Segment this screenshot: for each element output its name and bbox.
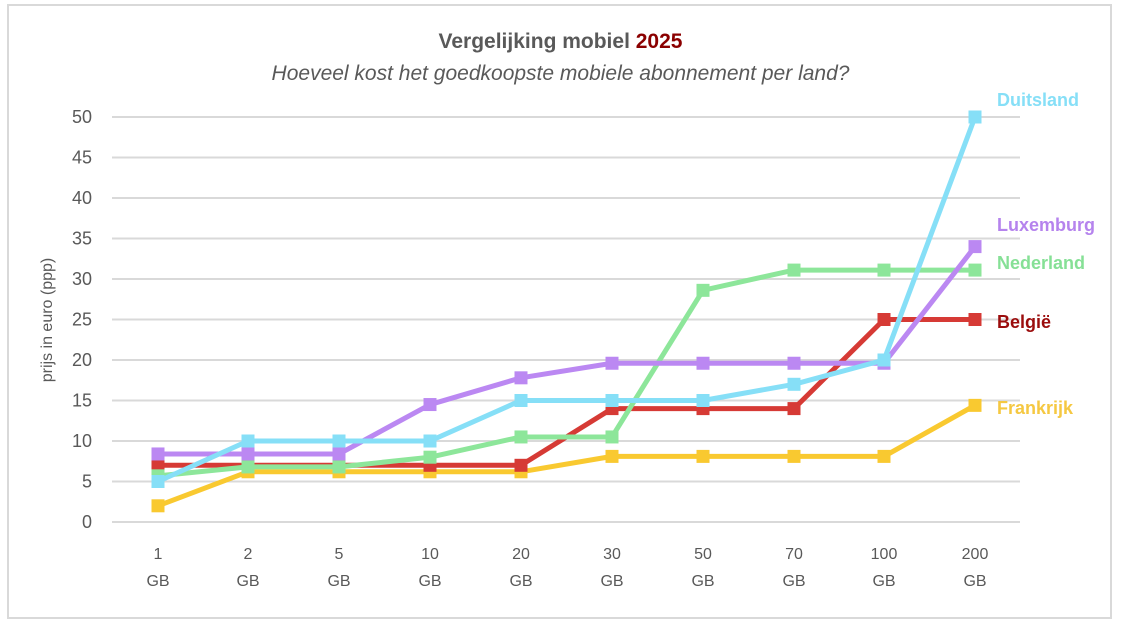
y-tick-label: 45 bbox=[72, 148, 92, 168]
data-point bbox=[877, 263, 891, 277]
data-point bbox=[787, 449, 801, 463]
data-point bbox=[968, 313, 982, 326]
y-tick-label: 40 bbox=[72, 188, 92, 208]
x-tick-label: 20 bbox=[512, 546, 530, 563]
data-point bbox=[696, 356, 710, 370]
data-point bbox=[241, 447, 255, 461]
series-label: België bbox=[997, 312, 1051, 332]
series-group bbox=[151, 110, 982, 513]
x-axis-ticks: 1 GB 2 GB 5 GB 10 GB 20 GB 30 GB 50 GB 70 GB 100 GB 200 GB bbox=[146, 546, 988, 590]
series-label: Nederland bbox=[997, 253, 1085, 273]
y-tick-label: 15 bbox=[72, 391, 92, 411]
x-tick-unit: GB bbox=[509, 573, 532, 590]
data-point bbox=[968, 240, 982, 254]
x-tick-unit: GB bbox=[600, 573, 623, 590]
data-point bbox=[514, 458, 528, 472]
data-point bbox=[877, 449, 891, 463]
x-tick-label: 50 bbox=[694, 546, 712, 563]
series-nederland bbox=[151, 263, 982, 483]
x-tick-unit: GB bbox=[146, 573, 169, 590]
chart-title-text: Vergelijking mobiel bbox=[438, 30, 630, 53]
series-duitsland bbox=[151, 110, 982, 488]
chart-frame bbox=[7, 4, 1112, 619]
data-point bbox=[696, 449, 710, 463]
series-line bbox=[158, 245, 977, 457]
y-tick-label: 20 bbox=[72, 350, 92, 370]
data-point bbox=[605, 356, 619, 370]
x-tick-unit: GB bbox=[963, 573, 986, 590]
x-tick-label: 2 bbox=[244, 546, 253, 563]
x-tick-label: 5 bbox=[335, 546, 344, 563]
data-point bbox=[787, 377, 801, 391]
x-tick-label: 30 bbox=[603, 546, 621, 563]
x-tick-label: 10 bbox=[421, 546, 439, 563]
data-point bbox=[241, 460, 255, 474]
data-point bbox=[151, 475, 165, 488]
data-point bbox=[968, 398, 982, 412]
data-point bbox=[151, 447, 165, 461]
chart-subtitle: Hoeveel kost het goedkoopste mobiele abo… bbox=[271, 62, 850, 85]
y-tick-label: 10 bbox=[72, 431, 92, 451]
data-point bbox=[423, 450, 437, 464]
data-point bbox=[514, 394, 528, 407]
data-point bbox=[877, 313, 891, 326]
y-tick-label: 50 bbox=[72, 107, 92, 127]
x-tick-unit: GB bbox=[236, 573, 259, 590]
x-tick-label: 200 bbox=[962, 546, 989, 563]
series-label: Duitsland bbox=[997, 90, 1079, 110]
x-tick-unit: GB bbox=[782, 573, 805, 590]
series-line bbox=[157, 267, 975, 479]
series-belgië bbox=[151, 313, 982, 472]
x-tick-unit: GB bbox=[327, 573, 350, 590]
y-axis-ticks: 0 5 10 15 20 25 30 35 40 45 50 bbox=[72, 107, 92, 532]
data-point bbox=[605, 430, 619, 444]
y-tick-label: 30 bbox=[72, 269, 92, 289]
series-line bbox=[157, 403, 977, 509]
series-label: Luxemburg bbox=[997, 215, 1095, 235]
data-point bbox=[696, 283, 710, 297]
x-tick-label: 70 bbox=[785, 546, 803, 563]
data-point bbox=[332, 434, 346, 448]
y-tick-label: 35 bbox=[72, 229, 92, 249]
chart-title-year: 2025 bbox=[635, 30, 683, 53]
x-tick-unit: GB bbox=[418, 573, 441, 590]
data-point bbox=[787, 356, 801, 370]
data-point bbox=[514, 371, 528, 385]
data-point bbox=[332, 460, 346, 474]
data-point bbox=[151, 499, 165, 513]
chart-title: Vergelijking mobiel 2025 bbox=[0, 30, 1121, 54]
data-point bbox=[787, 263, 801, 277]
x-tick-label: 100 bbox=[871, 546, 898, 563]
series-label: Frankrijk bbox=[997, 398, 1074, 418]
series-labels: Frankrijk België Nederland Luxemburg Duitsla… bbox=[997, 90, 1095, 418]
series-luxemburg bbox=[151, 240, 982, 461]
data-point bbox=[605, 394, 619, 407]
data-point bbox=[605, 449, 619, 463]
data-point bbox=[241, 434, 255, 448]
y-axis-label: prijs in euro (ppp) bbox=[39, 258, 56, 383]
data-point bbox=[423, 434, 437, 448]
y-tick-label: 25 bbox=[72, 310, 92, 330]
data-point bbox=[877, 353, 891, 367]
x-tick-unit: GB bbox=[872, 573, 895, 590]
x-tick-unit: GB bbox=[691, 573, 714, 590]
data-point bbox=[151, 458, 165, 472]
y-tick-label: 5 bbox=[82, 472, 92, 492]
x-tick-label: 1 bbox=[154, 546, 163, 563]
data-point bbox=[332, 447, 346, 461]
data-point bbox=[423, 398, 437, 412]
series-line bbox=[156, 116, 978, 484]
y-tick-label: 0 bbox=[82, 512, 92, 532]
data-point bbox=[787, 402, 801, 416]
data-point bbox=[968, 110, 982, 124]
data-point bbox=[696, 394, 710, 407]
data-point bbox=[514, 430, 528, 444]
data-point bbox=[968, 263, 982, 277]
